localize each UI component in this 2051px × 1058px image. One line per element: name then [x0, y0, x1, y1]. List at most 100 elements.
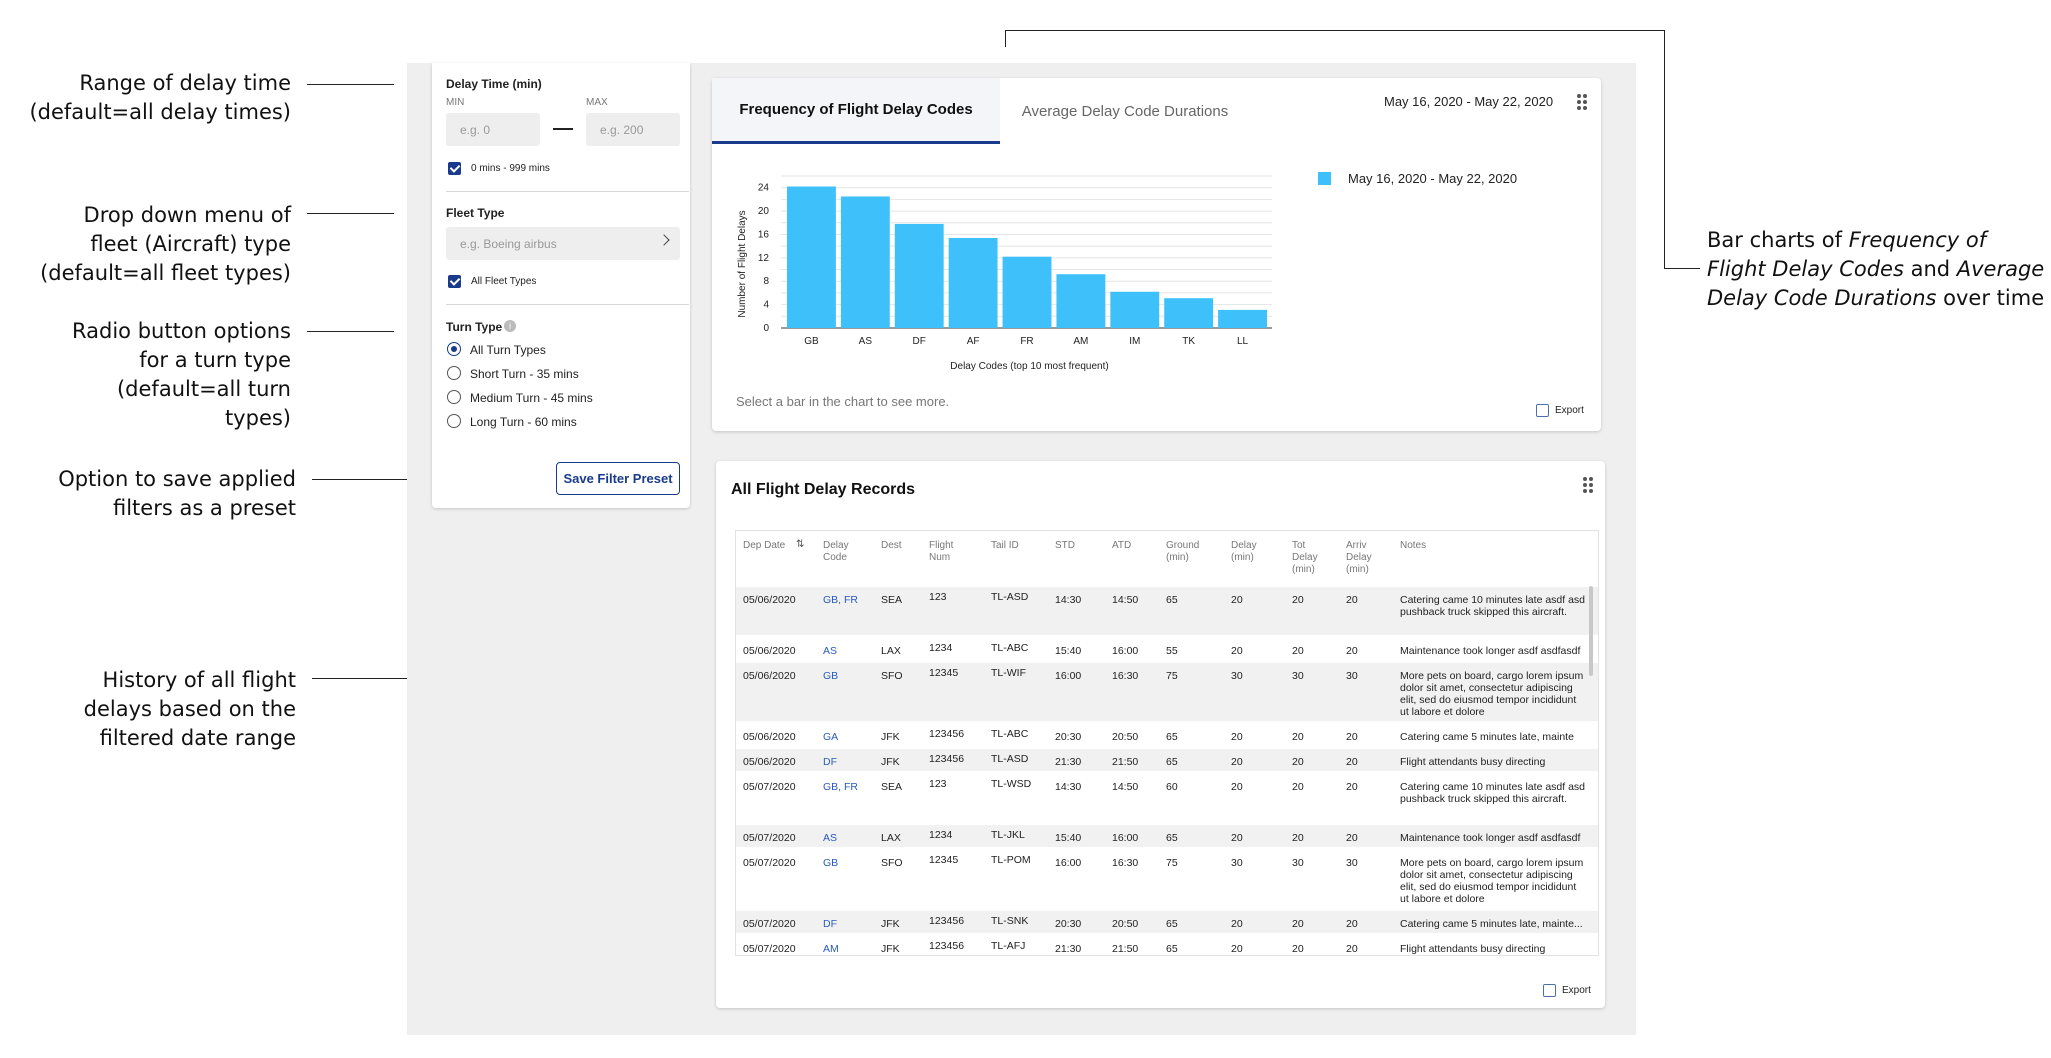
annotation-line: Drop down menu of	[83, 203, 291, 227]
radio-long-turn[interactable]	[447, 414, 461, 428]
records-menu-icon[interactable]	[1583, 477, 1593, 493]
cell-notes: Flight attendants busy directing	[1400, 756, 1545, 768]
table-row[interactable]: 05/07/2020 GB, FR SEA 123 TL-WSD 14:30 14:50 60…	[736, 774, 1598, 822]
cell-code[interactable]: AS	[823, 645, 838, 657]
column-header-text: Tot	[1292, 540, 1306, 551]
column-header-notes[interactable]: Notes	[1400, 540, 1426, 552]
table-row[interactable]: 05/06/2020 GB SFO 12345 TL-WIF 16:00 16:30 75 30…	[736, 663, 1598, 721]
fleet-type-dropdown[interactable]: e.g. Boeing airbus	[446, 227, 680, 260]
table-row[interactable]: 05/06/2020 GA JFK 123456 TL-ABC 20:30 20:50 65 2…	[736, 724, 1598, 746]
column-header-code[interactable]: Delay Code	[823, 540, 849, 564]
y-axis-label: Number of Flight Delays	[737, 210, 748, 317]
table-row[interactable]: 05/06/2020 GB, FR SEA 123 TL-ASD 14:30 14:50 65…	[736, 587, 1598, 635]
annotation-line: Flight Delay Codes and Average	[1707, 255, 2044, 284]
table-row[interactable]: 05/07/2020 DF JFK 123456 TL-SNK 20:30 20:50 65 2…	[736, 911, 1598, 933]
info-icon[interactable]: i	[504, 320, 516, 332]
column-header-arriv[interactable]: Arriv Delay (min)	[1346, 540, 1372, 576]
cell-ground: 60	[1166, 781, 1178, 793]
bar-DF[interactable]	[894, 223, 944, 328]
connector-line	[1005, 30, 1665, 31]
note-line: More pets on board, cargo lorem ipsum	[1400, 857, 1584, 869]
chart-date-range: May 16, 2020 - May 22, 2020	[1384, 94, 1554, 109]
bar-GB[interactable]	[787, 186, 836, 328]
column-header-tot[interactable]: Tot Delay (min)	[1292, 540, 1318, 576]
delay-max-input[interactable]: e.g. 200	[586, 113, 680, 146]
table-row[interactable]: 05/06/2020 AS LAX 1234 TL-ABC 15:40 16:00 55 20 2…	[736, 638, 1598, 660]
cell-num: 1234	[929, 642, 953, 654]
delay-min-input[interactable]: e.g. 0	[446, 113, 540, 146]
column-header-atd[interactable]: ATD	[1112, 540, 1131, 552]
bar-TK[interactable]	[1164, 298, 1214, 328]
cell-ground: 65	[1166, 832, 1178, 844]
bar-LL[interactable]	[1218, 309, 1267, 328]
note-line: pushback truck skipped this aircraft.	[1400, 606, 1567, 618]
bar-IM[interactable]	[1110, 291, 1160, 328]
note-line: elit, sed do eiusmod tempor incididunt	[1400, 881, 1577, 893]
note-line: Maintenance took longer asdf asdfasdf	[1400, 832, 1581, 844]
radio-medium-turn-label: Medium Turn - 45 mins	[470, 391, 593, 405]
cell-code[interactable]: GA	[823, 731, 839, 743]
tab-frequency[interactable]: Frequency of Flight Delay Codes	[712, 78, 1000, 144]
cell-code[interactable]: GB	[823, 670, 839, 682]
chart-menu-icon[interactable]	[1577, 94, 1587, 110]
cell-atd: 20:50	[1112, 918, 1139, 930]
cell-code[interactable]: GB, FR	[823, 781, 859, 793]
chart-export-checkbox[interactable]	[1536, 404, 1549, 417]
column-header-ground[interactable]: Ground (min)	[1166, 540, 1199, 564]
column-header-std[interactable]: STD	[1055, 540, 1075, 552]
cell-tot: 20	[1292, 756, 1304, 768]
radio-all-turn-types[interactable]	[447, 342, 461, 356]
cell-code[interactable]: AM	[823, 943, 839, 955]
radio-medium-turn[interactable]	[447, 390, 461, 404]
connector-line	[1005, 30, 1006, 47]
tab-average-durations[interactable]: Average Delay Code Durations	[1021, 102, 1229, 120]
cell-code[interactable]: GB, FR	[823, 594, 859, 606]
cell-delay: 20	[1231, 731, 1243, 743]
cell-num: 1234	[929, 829, 953, 841]
table-scrollbar[interactable]	[1589, 586, 1593, 676]
table-row[interactable]: 05/07/2020 AS LAX 1234 TL-JKL 15:40 16:00 65 20 2…	[736, 825, 1598, 847]
cell-notes: More pets on board, cargo lorem ipsum dol…	[1400, 670, 1583, 718]
cell-num: 123456	[929, 753, 965, 765]
radio-short-turn[interactable]	[447, 366, 461, 380]
cell-std: 21:30	[1055, 943, 1082, 955]
save-filter-preset-button[interactable]: Save Filter Preset	[556, 462, 680, 495]
annotation-line: fleet (Aircraft) type	[90, 232, 291, 256]
bar-FR[interactable]	[1002, 256, 1052, 328]
column-header-dep[interactable]: Dep Date ⇅	[743, 539, 804, 552]
records-export-checkbox[interactable]	[1543, 984, 1556, 997]
column-header-text: (min)	[1166, 552, 1189, 563]
max-label: MAX	[586, 97, 608, 108]
cell-num: 123	[929, 778, 947, 790]
delay-range-checkbox[interactable]	[448, 162, 461, 175]
cell-code[interactable]: GB	[823, 857, 839, 869]
cell-notes: Catering came 5 minutes late, mainte...	[1400, 918, 1583, 930]
x-tick-label: GB	[804, 336, 819, 347]
note-line: Maintenance took longer asdf asdfasdf	[1400, 645, 1581, 657]
filter-divider	[446, 191, 689, 192]
chart-export-label: Export	[1555, 405, 1584, 416]
cell-code[interactable]: DF	[823, 918, 837, 930]
bar-AM[interactable]	[1056, 274, 1106, 328]
cell-code[interactable]: DF	[823, 756, 837, 768]
cell-dest: JFK	[881, 918, 900, 930]
cell-code[interactable]: AS	[823, 832, 838, 844]
column-header-num[interactable]: Flight Num	[929, 540, 953, 564]
column-header-tail[interactable]: Tail ID	[991, 540, 1019, 552]
cell-atd: 14:50	[1112, 594, 1139, 606]
y-tick-label: 8	[763, 276, 769, 287]
cell-tot: 20	[1292, 781, 1304, 793]
cell-notes: Flight attendants busy directing	[1400, 943, 1545, 955]
sort-icon[interactable]: ⇅	[796, 539, 805, 550]
cell-tot: 20	[1292, 645, 1304, 657]
table-row[interactable]: 05/07/2020 AM JFK 123456 TL-AFJ 21:30 21:50 65 2…	[736, 936, 1598, 955]
table-row[interactable]: 05/06/2020 DF JFK 123456 TL-ASD 21:30 21:50 65 2…	[736, 749, 1598, 771]
cell-atd: 16:00	[1112, 832, 1139, 844]
column-header-delay[interactable]: Delay (min)	[1231, 540, 1257, 564]
fleet-types-checkbox[interactable]	[448, 275, 461, 288]
bar-AS[interactable]	[840, 196, 890, 328]
column-header-dest[interactable]: Dest	[881, 540, 902, 552]
bar-AF[interactable]	[948, 237, 998, 328]
table-row[interactable]: 05/07/2020 GB SFO 12345 TL-POM 16:00 16:30 75 30…	[736, 850, 1598, 908]
cell-std: 14:30	[1055, 594, 1082, 606]
